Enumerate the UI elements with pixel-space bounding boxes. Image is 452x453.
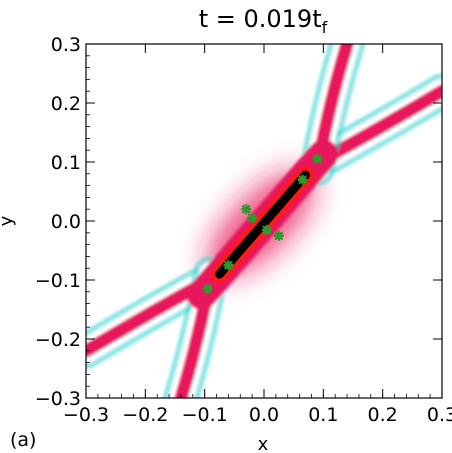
y-axis-ticks: −0.3 −0.2 −0.1 0.0 0.1 0.2 0.3 bbox=[35, 34, 442, 410]
marker-point bbox=[246, 212, 258, 224]
y-axis-label: y bbox=[0, 215, 17, 226]
y-tick-label: −0.3 bbox=[35, 388, 81, 410]
y-tick-label: −0.2 bbox=[35, 329, 81, 351]
y-tick-label: 0.2 bbox=[51, 93, 81, 115]
panel-label: (a) bbox=[10, 429, 36, 451]
y-tick-label: 0.0 bbox=[51, 211, 81, 233]
y-tick-label: −0.1 bbox=[35, 270, 81, 292]
y-tick-label: 0.3 bbox=[51, 34, 81, 56]
x-tick-label: −0.1 bbox=[182, 404, 228, 426]
marker-point bbox=[312, 153, 323, 165]
marker-point bbox=[241, 204, 252, 215]
x-tick-label: 0.0 bbox=[249, 404, 279, 426]
wave-arm-red bbox=[322, 84, 442, 163]
chart-title: t = 0.019tf bbox=[199, 5, 328, 37]
marker-points bbox=[202, 153, 323, 295]
core-structure bbox=[210, 166, 315, 284]
x-tick-label: 0.3 bbox=[427, 404, 452, 426]
wave-arm-red bbox=[86, 279, 206, 358]
marker-point bbox=[273, 230, 285, 241]
x-axis-label: x bbox=[258, 434, 269, 453]
marker-point bbox=[202, 283, 213, 295]
marker-point bbox=[223, 260, 234, 271]
x-tick-label: −0.2 bbox=[122, 404, 168, 426]
core-filament bbox=[215, 170, 310, 279]
x-tick-label: 0.2 bbox=[368, 404, 398, 426]
plot-content bbox=[86, 44, 442, 398]
y-tick-label: 0.1 bbox=[51, 152, 81, 174]
x-tick-label: −0.3 bbox=[63, 404, 109, 426]
x-axis-ticks: −0.3 −0.2 −0.1 0.0 0.1 0.2 0.3 bbox=[63, 44, 452, 426]
x-tick-label: 0.1 bbox=[308, 404, 338, 426]
marker-point bbox=[297, 174, 308, 185]
marker-point bbox=[261, 224, 273, 236]
